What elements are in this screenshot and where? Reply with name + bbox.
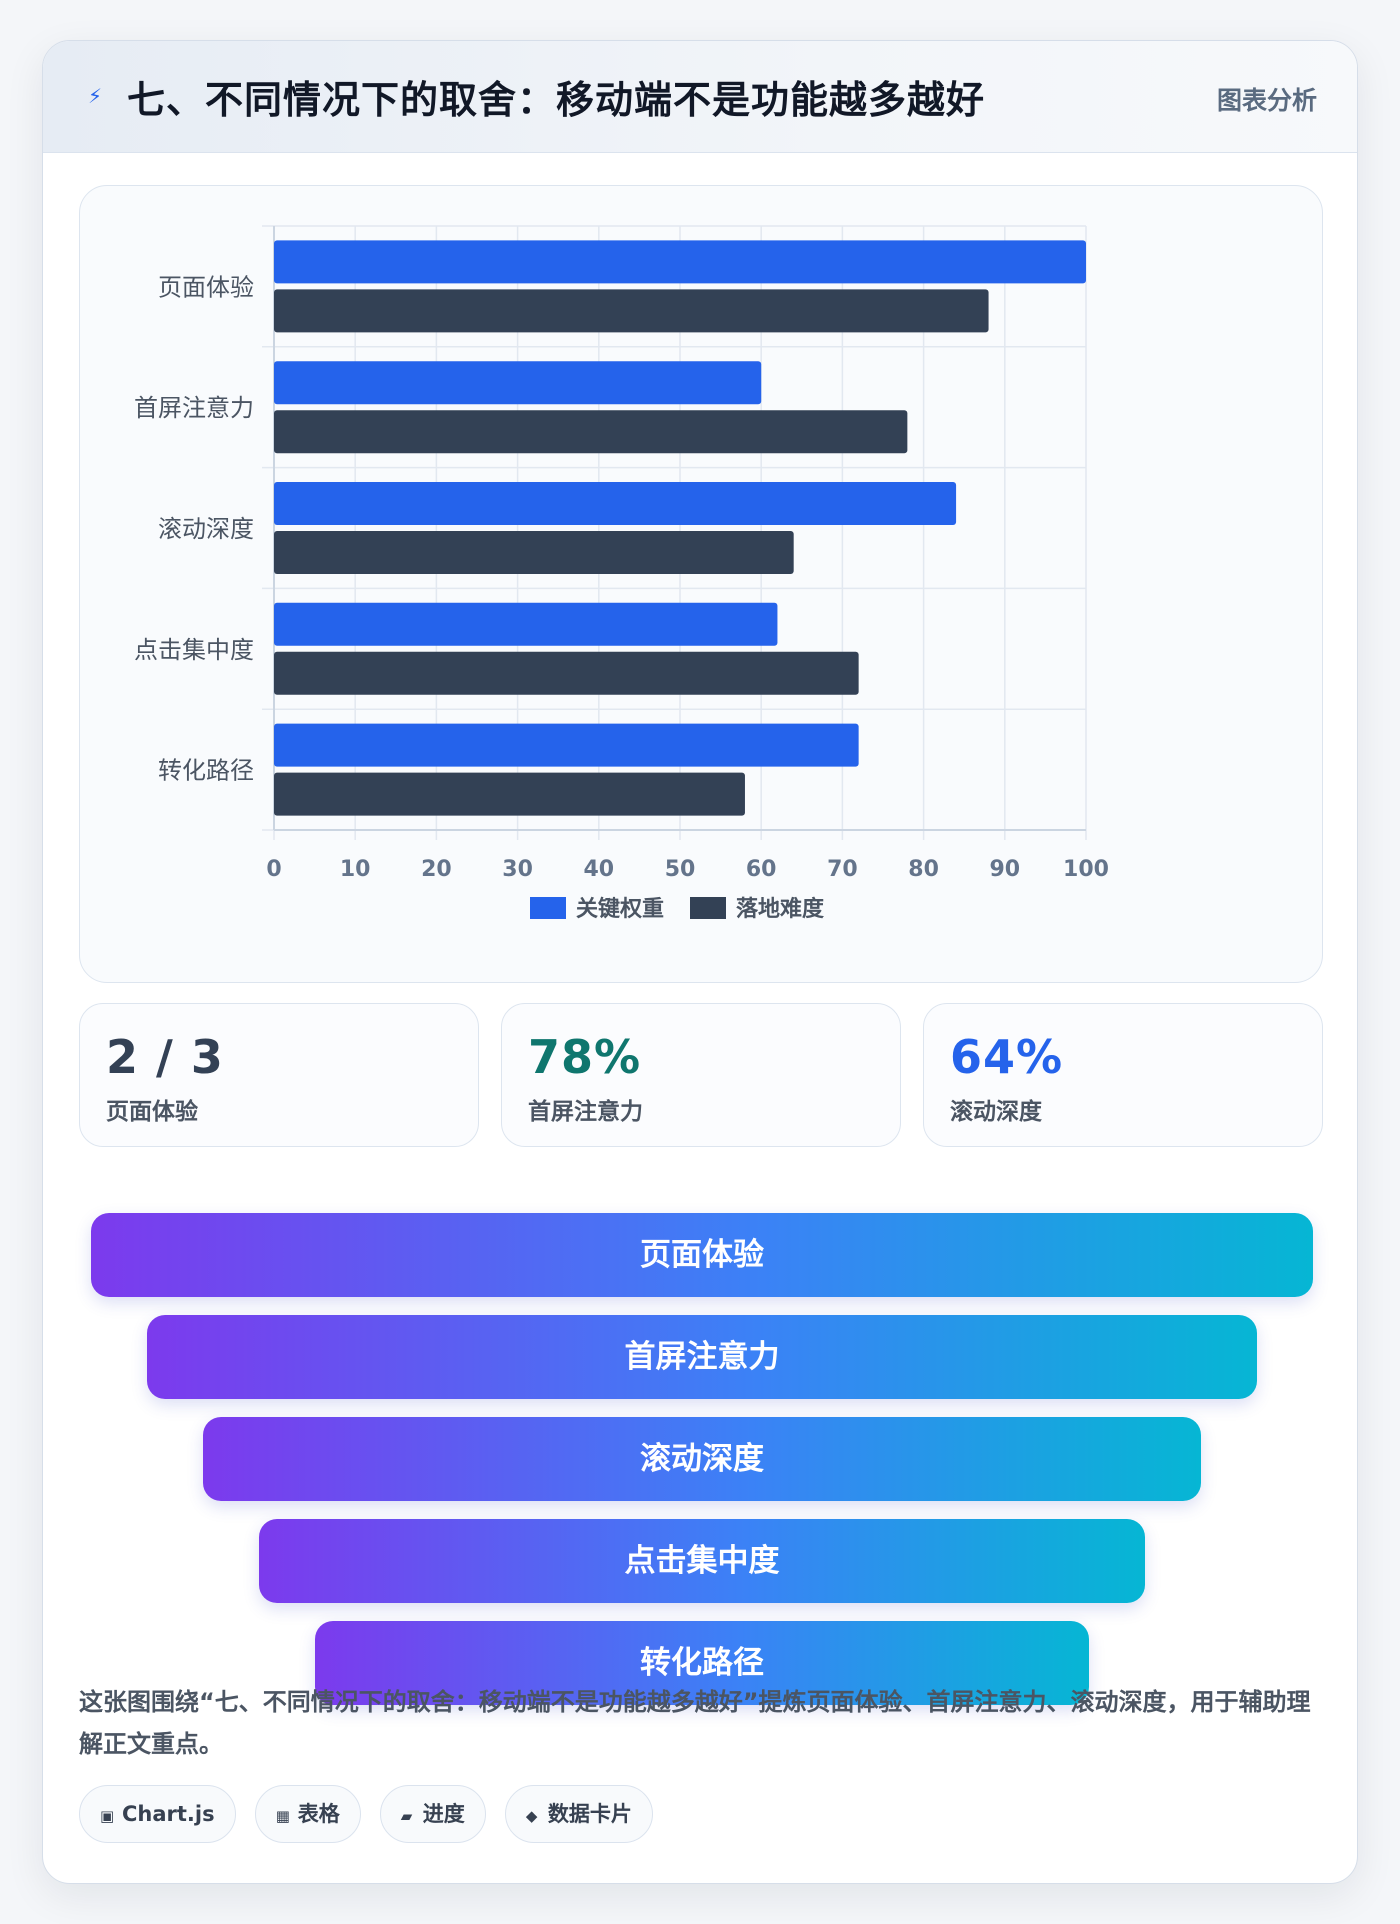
bar-key-weight	[274, 361, 762, 405]
x-tick-label: 40	[583, 857, 614, 882]
chart-card: ⚡ 七、不同情况下的取舍：移动端不是功能越多越好 图表分析 页面体验 首屏注意力滚…	[42, 40, 1358, 1884]
chip-table[interactable]: ▦ 表格	[254, 1785, 361, 1843]
bar-key-weight	[274, 602, 778, 646]
stat-card: 64% 滚动深度	[923, 1003, 1323, 1147]
x-tick-label: 70	[827, 857, 858, 882]
x-tick-label: 10	[340, 857, 371, 882]
y-tick-label: 首屏注意力	[134, 394, 254, 422]
x-tick-label: 60	[746, 857, 777, 882]
stat-value: 64%	[950, 1030, 1064, 1084]
stat-value: 78%	[528, 1030, 642, 1084]
lightning-icon: ⚡	[87, 84, 103, 108]
card-header: ⚡ 七、不同情况下的取舍：移动端不是功能越多越好 图表分析	[43, 41, 1357, 153]
bar-key-weight	[274, 723, 859, 767]
x-tick-label: 100	[1063, 857, 1109, 882]
x-tick-label: 20	[421, 857, 452, 882]
y-tick-label: 页面体验	[158, 273, 254, 301]
x-tick-label: 90	[989, 857, 1020, 882]
stats-row: 2 / 3 页面体验 78% 首屏注意力 64% 滚动深度	[79, 1003, 1323, 1147]
chip-label: 表格	[297, 1802, 340, 1826]
bar-difficulty	[274, 772, 745, 816]
chip-icon: ▰	[400, 1807, 413, 1825]
funnel-step: 点击集中度	[259, 1519, 1145, 1603]
legend-label: 关键权重	[576, 896, 664, 922]
stat-value: 2 / 3	[106, 1030, 224, 1084]
chip-label: 数据卡片	[547, 1802, 632, 1826]
x-tick-label: 50	[665, 857, 696, 882]
chip-icon: ▦	[275, 1807, 290, 1825]
stat-card: 2 / 3 页面体验	[79, 1003, 479, 1147]
stat-label: 首屏注意力	[528, 1099, 643, 1125]
stat-card: 78% 首屏注意力	[501, 1003, 901, 1147]
page-title: 七、不同情况下的取舍：移动端不是功能越多越好	[127, 78, 986, 122]
bar-difficulty	[274, 651, 859, 695]
chart-analysis-tag: 图表分析	[1216, 86, 1317, 115]
x-tick-label: 80	[908, 857, 939, 882]
bar-difficulty	[274, 410, 908, 454]
chart-panel: 页面体验首屏注意力滚动深度点击集中度转化路径 0 10 20 30 40 50 60 70 80 9…	[79, 185, 1323, 983]
legend-swatch	[530, 897, 566, 919]
chip-label: Chart.js	[122, 1802, 215, 1826]
bar-difficulty	[274, 531, 794, 574]
summary-text: 这张图围绕“七、不同情况下的取舍：移动端不是功能越多越好”提炼页面体验、首屏注意…	[79, 1688, 1311, 1758]
stat-label: 页面体验	[106, 1099, 198, 1125]
funnel-step: 页面体验	[91, 1213, 1313, 1297]
funnel-step: 滚动深度	[203, 1417, 1201, 1501]
bar-difficulty	[274, 289, 989, 333]
chip-icon: ▣	[100, 1807, 115, 1825]
legend-swatch	[690, 897, 726, 919]
bar-key-weight	[274, 240, 1086, 284]
chip-progress[interactable]: ▰ 进度	[379, 1785, 486, 1843]
y-tick-label: 转化路径	[158, 757, 254, 785]
chip-chartjs[interactable]: ▣ Chart.js	[79, 1785, 236, 1843]
funnel-step: 转化路径	[315, 1621, 1089, 1705]
y-tick-label: 滚动深度	[158, 515, 254, 543]
chip-icon: ◆	[525, 1807, 538, 1825]
stat-label: 滚动深度	[950, 1099, 1042, 1125]
x-tick-label: 30	[502, 857, 533, 882]
legend-label: 落地难度	[736, 896, 825, 922]
chip-data-card[interactable]: ◆ 数据卡片	[504, 1785, 653, 1843]
chip-list: ▣ Chart.js ▦ 表格 ▰ 进度 ◆ 数据卡片	[79, 1785, 667, 1843]
chip-label: 进度	[422, 1802, 465, 1826]
funnel-step: 首屏注意力	[147, 1315, 1257, 1399]
y-tick-label: 点击集中度	[134, 636, 254, 664]
x-tick-label: 0	[266, 857, 281, 882]
bar-key-weight	[274, 482, 957, 525]
